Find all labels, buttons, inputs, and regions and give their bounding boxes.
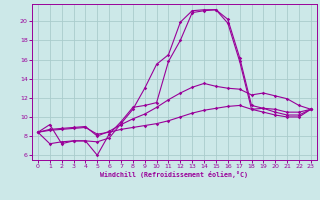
X-axis label: Windchill (Refroidissement éolien,°C): Windchill (Refroidissement éolien,°C) [100, 171, 248, 178]
